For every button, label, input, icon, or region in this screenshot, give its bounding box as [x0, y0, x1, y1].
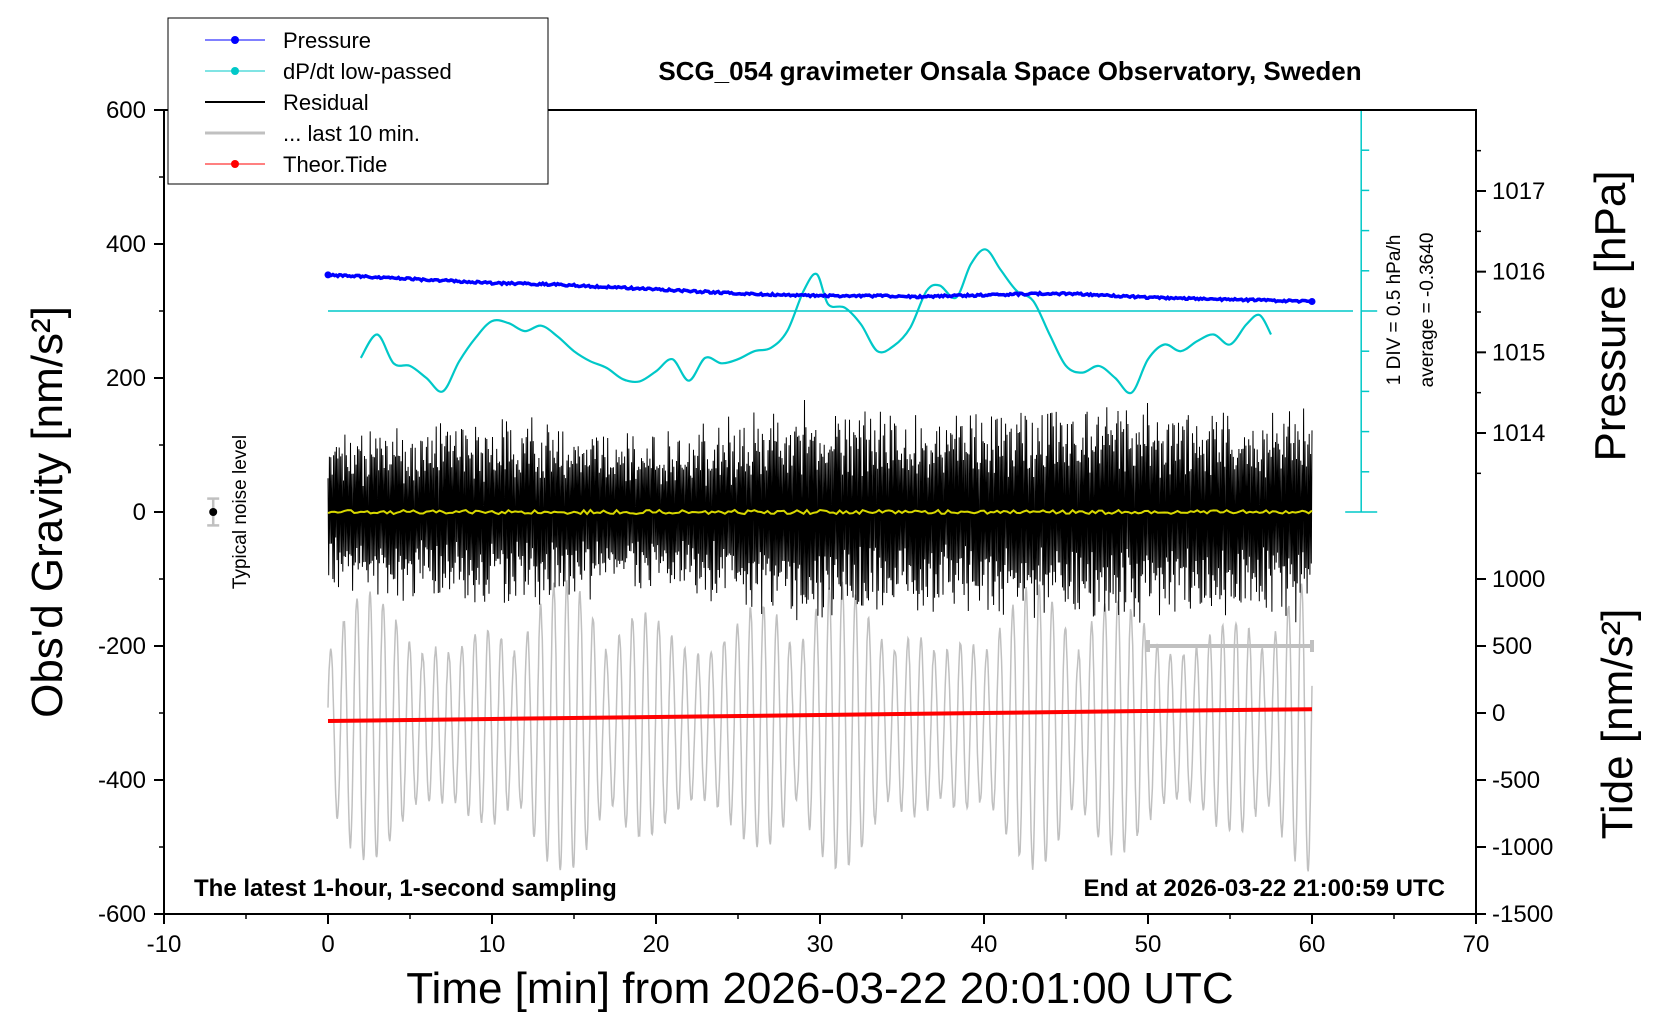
y-tick-label: 200	[106, 365, 146, 392]
pressure-tick-label: 1016	[1492, 259, 1545, 286]
legend-label: Pressure	[283, 28, 371, 53]
x-tick-label: 10	[479, 931, 506, 958]
tide-tick-label: 500	[1492, 633, 1532, 660]
legend-label: Residual	[283, 90, 369, 115]
annotation-end-time: End at 2026-03-22 21:00:59 UTC	[1084, 875, 1446, 902]
tide-tick-label: -500	[1492, 767, 1540, 794]
residual-series	[327, 399, 1313, 623]
dpdt-series	[359, 248, 1272, 395]
x-tick-label: 50	[1135, 931, 1162, 958]
x-tick-label: 60	[1299, 931, 1326, 958]
legend-marker	[231, 160, 239, 168]
x-tick-label: 0	[321, 931, 334, 958]
pressure-end-marker	[1308, 298, 1316, 306]
legend-marker	[231, 36, 239, 44]
tide-tick-label: -1000	[1492, 834, 1553, 861]
y-tick-label: 600	[106, 97, 146, 124]
pressure-tick-label: 1015	[1492, 339, 1545, 366]
annotation-div: 1 DIV = 0.5 hPa/h	[1384, 235, 1405, 386]
x-axis: -10 0 10 20 30 40 50 60 70	[147, 914, 1490, 958]
y-tick-label: -400	[98, 767, 146, 794]
pressure-tick-label: 1014	[1492, 420, 1545, 447]
legend-label: dP/dt low-passed	[283, 59, 452, 84]
x-tick-label: 30	[807, 931, 834, 958]
y-tick-label: -600	[98, 901, 146, 928]
tide-tick-label: 0	[1492, 700, 1505, 727]
y-tick-label: -200	[98, 633, 146, 660]
legend-label: ... last 10 min.	[283, 121, 420, 146]
pressure-axis: 1017 1016 1015 1014	[1476, 149, 1545, 475]
theor-tide-series	[327, 707, 1313, 723]
residual-smoothed-series	[327, 508, 1313, 516]
pressure-tick-label: 1017	[1492, 178, 1545, 205]
y-axis-label-left: Obs'd Gravity [nm/s²]	[23, 306, 72, 718]
y-axis-label-tide: Tide [nm/s²]	[1593, 609, 1642, 840]
plot-area	[207, 109, 1378, 872]
x-tick-label: -10	[147, 931, 182, 958]
gravity-axis: 600 400 200 0 -200 -400 -600	[98, 97, 164, 928]
y-tick-label: 0	[133, 499, 146, 526]
y-axis-label-pressure: Pressure [hPa]	[1586, 170, 1635, 461]
tide-tick-label: 1000	[1492, 566, 1545, 593]
x-axis-label: Time [min] from 2026-03-22 20:01:00 UTC	[406, 964, 1233, 1013]
legend: Pressure dP/dt low-passed Residual ... last…	[167, 17, 549, 185]
annotation-average: average = -0.3640	[1417, 233, 1438, 388]
tide-tick-label: -1500	[1492, 901, 1553, 928]
pressure-start-marker	[324, 271, 332, 279]
x-tick-label: 40	[971, 931, 998, 958]
annotation-noise: Typical noise level	[230, 435, 251, 589]
x-tick-label: 20	[643, 931, 670, 958]
legend-marker	[231, 67, 239, 75]
pressure-series	[327, 272, 1313, 305]
tide-axis: 1000 500 0 -500 -1000 -1500	[1476, 566, 1553, 928]
legend-label: Theor.Tide	[283, 152, 387, 177]
x-tick-label: 70	[1463, 931, 1490, 958]
noise-marker-point	[209, 508, 218, 516]
y-tick-label: 400	[106, 231, 146, 258]
chart-title: SCG_054 gravimeter Onsala Space Observat…	[658, 56, 1361, 86]
annotation-sampling: The latest 1-hour, 1-second sampling	[194, 875, 617, 902]
last-10-min-series	[327, 579, 1313, 872]
